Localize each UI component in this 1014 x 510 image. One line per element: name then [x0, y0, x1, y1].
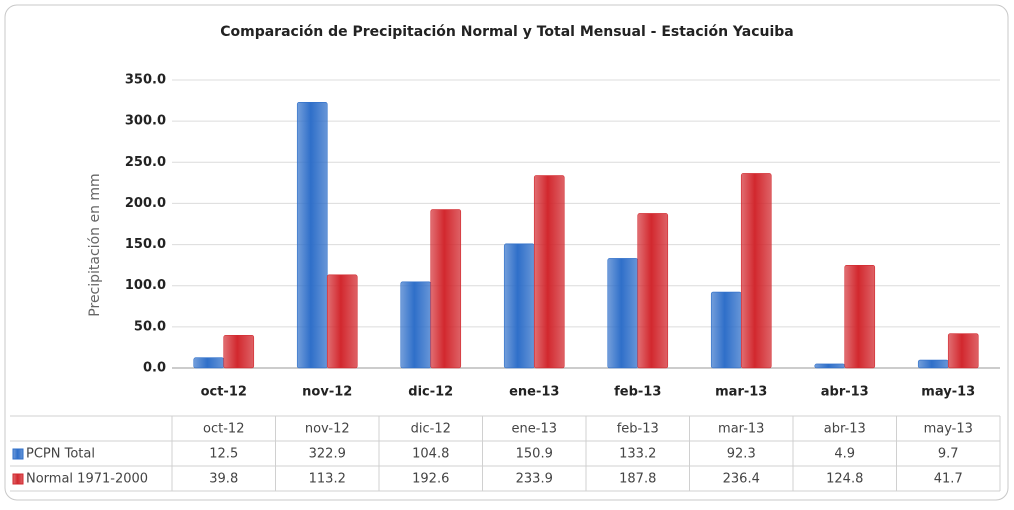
- bar: [844, 265, 876, 369]
- table-cell: 104.8: [412, 447, 449, 462]
- y-tick-label: 200.0: [125, 196, 166, 211]
- table-header: abr-13: [824, 422, 866, 437]
- legend-key: [12, 448, 24, 460]
- x-tick-label: abr-13: [821, 385, 869, 400]
- bar: [710, 291, 742, 369]
- y-tick-label: 250.0: [125, 155, 166, 170]
- table-header: dic-12: [411, 422, 451, 437]
- table-cell: 187.8: [619, 472, 656, 487]
- table-header: may-13: [924, 422, 973, 437]
- table-cell: 9.7: [938, 447, 959, 462]
- legend-key: [12, 473, 24, 485]
- bar: [740, 173, 772, 369]
- bar: [296, 101, 328, 369]
- table-header: feb-13: [617, 422, 659, 437]
- table-cell: 133.2: [619, 447, 656, 462]
- table-header: nov-12: [305, 422, 350, 437]
- y-tick-label: 150.0: [125, 237, 166, 252]
- table-cell: 113.2: [309, 472, 346, 487]
- bar: [326, 274, 358, 369]
- x-tick-label: oct-12: [201, 385, 247, 400]
- x-tick-label: nov-12: [302, 385, 352, 400]
- table-cell: 4.9: [834, 447, 855, 462]
- table-cell: 233.9: [516, 472, 553, 487]
- bar: [607, 258, 639, 369]
- table-cell: 124.8: [826, 472, 863, 487]
- y-axis-label: Precipitación en mm: [87, 173, 103, 316]
- table-cell: 12.5: [209, 447, 238, 462]
- table-header: oct-12: [203, 422, 244, 437]
- chart-title: Comparación de Precipitación Normal y To…: [220, 24, 794, 40]
- table-cell: 150.9: [516, 447, 553, 462]
- table-cell: 192.6: [412, 472, 449, 487]
- bar: [637, 213, 669, 369]
- x-tick-label: dic-12: [408, 385, 453, 400]
- bar: [533, 175, 565, 369]
- bar: [430, 209, 462, 369]
- table-header: ene-13: [512, 422, 557, 437]
- y-tick-label: 50.0: [134, 319, 166, 334]
- bar: [947, 333, 979, 369]
- table-cell: 41.7: [934, 472, 963, 487]
- legend-label: Normal 1971-2000: [26, 472, 148, 487]
- y-tick-label: 350.0: [125, 73, 166, 88]
- bar: [917, 359, 949, 369]
- y-tick-label: 100.0: [125, 278, 166, 293]
- y-tick-label: 0.0: [143, 361, 166, 376]
- x-tick-label: feb-13: [614, 385, 661, 400]
- bar: [814, 363, 846, 369]
- x-tick-label: ene-13: [509, 385, 559, 400]
- y-tick-label: 300.0: [125, 114, 166, 129]
- table-cell: 322.9: [309, 447, 346, 462]
- table-cell: 39.8: [209, 472, 238, 487]
- bar: [193, 357, 225, 369]
- table-header: mar-13: [718, 422, 764, 437]
- table-cell: 236.4: [723, 472, 760, 487]
- bar: [503, 243, 535, 369]
- table-cell: 92.3: [727, 447, 756, 462]
- x-tick-label: mar-13: [715, 385, 767, 400]
- bar: [400, 281, 432, 369]
- x-tick-label: may-13: [921, 385, 975, 400]
- legend-label: PCPN Total: [26, 447, 95, 462]
- bar: [223, 334, 255, 369]
